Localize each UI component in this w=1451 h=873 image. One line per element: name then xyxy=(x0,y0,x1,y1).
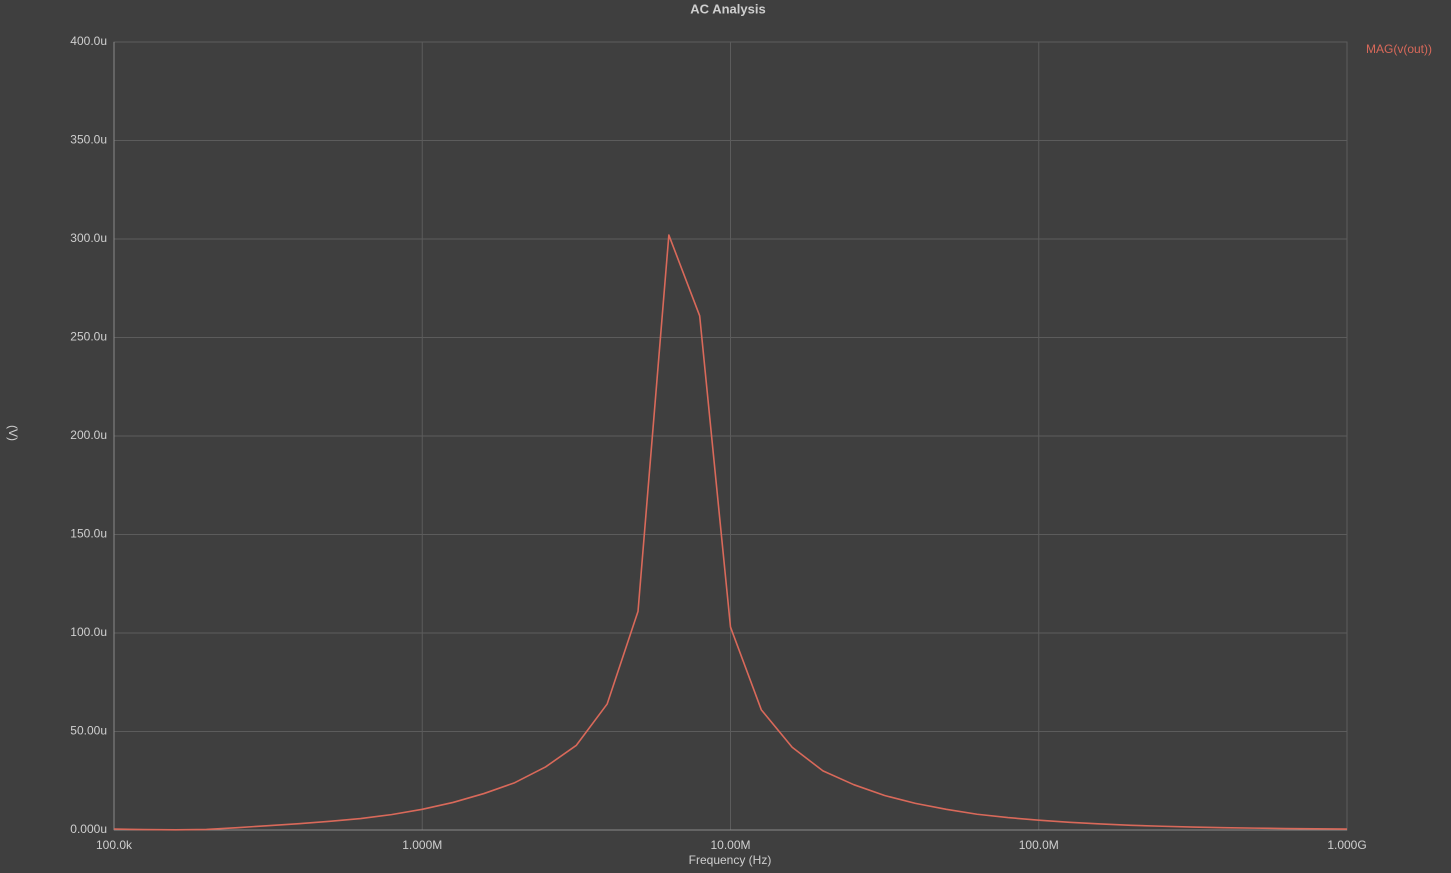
x-tick-label: 1.000G xyxy=(1327,838,1366,852)
x-tick-label: 1.000M xyxy=(402,838,442,852)
chart-title: AC Analysis xyxy=(690,1,765,16)
x-axis-label: Frequency (Hz) xyxy=(689,853,772,867)
y-tick-label: 400.0u xyxy=(70,34,107,48)
legend-entry: MAG(v(out)) xyxy=(1366,42,1432,56)
data-line xyxy=(113,234,1348,831)
x-tick-label: 10.00M xyxy=(710,838,750,852)
y-tick-label: 250.0u xyxy=(70,330,107,344)
x-tick-label: 100.0M xyxy=(1019,838,1059,852)
y-tick-label: 200.0u xyxy=(70,428,107,442)
y-tick-label: 50.00u xyxy=(70,724,107,738)
y-tick-label: 300.0u xyxy=(70,231,107,245)
y-tick-label: 0.000u xyxy=(70,822,107,836)
y-axis-label: (V) xyxy=(6,425,20,441)
y-tick-label: 150.0u xyxy=(70,527,107,541)
y-tick-label: 350.0u xyxy=(70,133,107,147)
y-tick-label: 100.0u xyxy=(70,625,107,639)
x-tick-label: 100.0k xyxy=(96,838,133,852)
